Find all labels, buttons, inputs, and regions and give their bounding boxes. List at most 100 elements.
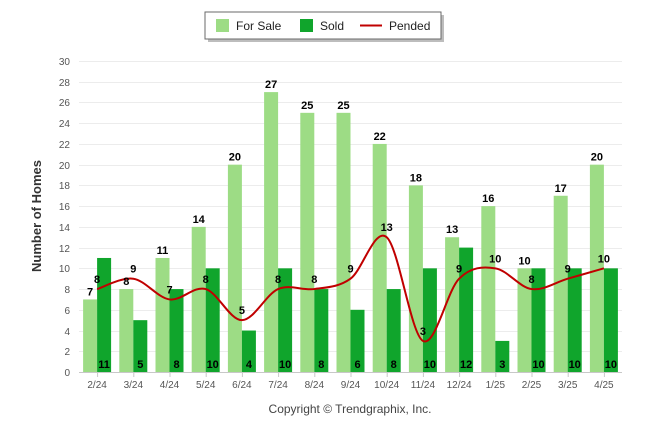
label-for-sale: 11 bbox=[157, 245, 169, 257]
label-sold: 3 bbox=[499, 359, 505, 371]
y-axis-title: Number of Homes bbox=[29, 160, 44, 272]
bar-sold bbox=[205, 268, 220, 372]
label-for-sale: 16 bbox=[482, 193, 494, 205]
y-tick-label: 28 bbox=[59, 78, 71, 89]
bar-for-sale bbox=[155, 257, 170, 372]
x-tick-label: 11/24 bbox=[411, 380, 436, 391]
pended-line bbox=[96, 234, 605, 343]
legend-label-sold: Sold bbox=[320, 19, 344, 33]
y-tick-label: 12 bbox=[59, 244, 71, 255]
bar-sold bbox=[241, 330, 256, 372]
bar-for-sale bbox=[481, 206, 496, 372]
bar-sold bbox=[314, 289, 329, 372]
label-pended: 9 bbox=[456, 264, 462, 276]
label-sold: 11 bbox=[98, 359, 110, 371]
bar-for-sale bbox=[300, 112, 315, 372]
bar-for-sale bbox=[589, 164, 604, 372]
bar-sold bbox=[133, 320, 148, 372]
label-for-sale: 14 bbox=[193, 214, 206, 226]
label-sold: 10 bbox=[569, 359, 581, 371]
y-tick-label: 16 bbox=[59, 202, 71, 213]
bar-for-sale bbox=[83, 299, 98, 372]
label-pended: 3 bbox=[420, 326, 426, 338]
bar-sold bbox=[422, 268, 437, 372]
bar-for-sale bbox=[517, 268, 532, 372]
label-pended: 5 bbox=[239, 305, 245, 317]
label-sold: 5 bbox=[137, 359, 143, 371]
x-tick-label: 6/24 bbox=[232, 380, 252, 391]
label-sold: 10 bbox=[532, 359, 544, 371]
bar-sold bbox=[567, 268, 582, 372]
x-tick-label: 7/24 bbox=[268, 380, 288, 391]
legend: For Sale Sold Pended bbox=[204, 11, 444, 42]
y-tick-label: 20 bbox=[59, 161, 71, 172]
label-sold: 12 bbox=[460, 359, 472, 371]
y-tick-label: 14 bbox=[59, 223, 71, 234]
x-tick-label: 4/24 bbox=[160, 380, 180, 391]
legend-label-for-sale: For Sale bbox=[236, 19, 282, 33]
x-tick-label: 3/24 bbox=[124, 380, 144, 391]
y-tick-label: 6 bbox=[64, 306, 70, 317]
legend-box bbox=[204, 11, 442, 40]
bar-sold bbox=[97, 257, 112, 372]
label-sold: 10 bbox=[207, 359, 219, 371]
x-tick-label: 2/24 bbox=[87, 380, 107, 391]
x-tick-label: 2/25 bbox=[522, 380, 542, 391]
bar-for-sale bbox=[264, 92, 279, 372]
x-tick-label: 8/24 bbox=[305, 380, 325, 391]
bar-for-sale bbox=[408, 185, 423, 372]
bar-for-sale bbox=[227, 164, 242, 372]
pended-line-group bbox=[96, 234, 605, 343]
x-tick-label: 10/24 bbox=[374, 380, 399, 391]
label-for-sale: 18 bbox=[410, 172, 422, 184]
y-tick-label: 24 bbox=[59, 119, 71, 130]
legend-label-pended: Pended bbox=[389, 19, 430, 33]
y-tick-label: 22 bbox=[59, 140, 71, 151]
bar-sold bbox=[386, 289, 401, 372]
y-tick-label: 4 bbox=[64, 327, 70, 338]
x-tick-label: 1/25 bbox=[486, 380, 506, 391]
label-sold: 8 bbox=[318, 359, 324, 371]
label-sold: 6 bbox=[354, 359, 360, 371]
bar-sold bbox=[459, 247, 474, 372]
label-sold: 4 bbox=[246, 359, 253, 371]
label-for-sale: 20 bbox=[229, 152, 241, 164]
label-sold: 10 bbox=[605, 359, 617, 371]
bar-for-sale bbox=[372, 143, 387, 372]
label-for-sale: 25 bbox=[301, 100, 313, 112]
label-pended: 9 bbox=[347, 264, 353, 276]
bar-sold bbox=[278, 268, 293, 372]
copyright-credit: Copyright © Trendgraphix, Inc. bbox=[269, 402, 432, 416]
y-tick-label: 2 bbox=[64, 347, 70, 358]
label-pended: 9 bbox=[130, 264, 136, 276]
label-for-sale: 17 bbox=[555, 183, 567, 195]
label-pended: 10 bbox=[489, 253, 501, 265]
label-pended: 10 bbox=[598, 253, 610, 265]
label-pended: 8 bbox=[311, 274, 317, 286]
x-tick-label: 4/25 bbox=[594, 380, 614, 391]
y-tick-label: 0 bbox=[64, 368, 70, 379]
y-tick-label: 18 bbox=[59, 181, 71, 192]
label-for-sale: 10 bbox=[518, 255, 530, 267]
bar-for-sale bbox=[191, 226, 206, 372]
label-pended: 9 bbox=[565, 264, 571, 276]
bar-for-sale bbox=[445, 237, 460, 372]
label-for-sale: 8 bbox=[123, 276, 129, 288]
x-tick-label: 5/24 bbox=[196, 380, 216, 391]
bar-sold bbox=[169, 289, 184, 372]
x-tick-label: 12/24 bbox=[447, 380, 472, 391]
bar-for-sale bbox=[336, 112, 351, 372]
label-sold: 8 bbox=[173, 359, 179, 371]
x-tick-label: 3/25 bbox=[558, 380, 578, 391]
y-tick-label: 10 bbox=[59, 264, 71, 275]
bar-for-sale bbox=[553, 195, 568, 372]
y-tick-label: 30 bbox=[59, 57, 71, 68]
label-sold: 8 bbox=[391, 359, 397, 371]
label-for-sale: 7 bbox=[87, 286, 93, 298]
label-pended: 13 bbox=[381, 222, 393, 234]
bars bbox=[83, 92, 618, 372]
legend-swatch-for-sale bbox=[216, 19, 229, 32]
